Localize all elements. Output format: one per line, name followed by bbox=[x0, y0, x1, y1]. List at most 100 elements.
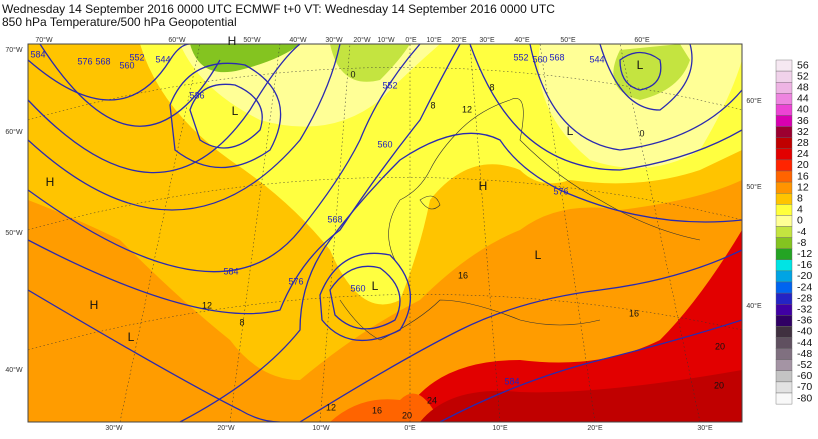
pressure-center: H bbox=[228, 34, 237, 48]
colorbar-swatch bbox=[775, 304, 793, 316]
colorbar-label: -28 bbox=[797, 292, 812, 304]
top-longitude-label: 30°W bbox=[325, 36, 343, 44]
bottom-longitude-label: 0°E bbox=[404, 424, 416, 432]
pressure-center: L bbox=[535, 248, 542, 262]
top-longitude-label: 10°E bbox=[426, 36, 442, 44]
colorbar-swatch bbox=[775, 204, 793, 216]
latitude-label: 60°E bbox=[746, 97, 762, 105]
geopotential-label: 568 bbox=[95, 56, 110, 66]
colorbar-label: 0 bbox=[797, 215, 803, 227]
map-frame bbox=[27, 43, 743, 423]
bottom-longitude-label: 20°W bbox=[217, 424, 235, 432]
colorbar-swatch bbox=[775, 281, 793, 294]
geopotential-label: 560 bbox=[377, 139, 392, 149]
geopotential-label: 560 bbox=[350, 283, 365, 293]
colorbar-swatch bbox=[775, 126, 793, 138]
graticule bbox=[28, 44, 742, 422]
bottom-longitude-label: 20°E bbox=[587, 424, 603, 432]
temperature-label: 24 bbox=[427, 395, 437, 405]
colorbar-swatch bbox=[775, 270, 793, 283]
top-longitude-label: 40°E bbox=[514, 36, 530, 44]
bottom-longitude-label: 10°W bbox=[312, 424, 330, 432]
header-line-1: Wednesday 14 September 2016 0000 UTC ECM… bbox=[2, 2, 555, 16]
pressure-center: L bbox=[372, 279, 379, 293]
colorbar-label: -4 bbox=[797, 226, 806, 238]
pressure-center: L bbox=[637, 58, 644, 72]
latitude-label: 50°E bbox=[746, 183, 762, 191]
geopotential-label: 568 bbox=[327, 214, 342, 224]
colorbar-label: -12 bbox=[797, 248, 812, 260]
top-longitude-label: 20°W bbox=[353, 36, 371, 44]
geopotential-label: 544 bbox=[155, 54, 170, 64]
colorbar-label: 32 bbox=[797, 126, 809, 138]
temperature-label: 20 bbox=[714, 380, 724, 390]
temperature-label: 20 bbox=[715, 341, 725, 351]
geopotential-contours bbox=[28, 44, 742, 422]
temperature-label: 20 bbox=[402, 410, 412, 420]
bottom-longitude-label: 30°E bbox=[697, 424, 713, 432]
header-line-2: 850 hPa Temperature/500 hPa Geopotential bbox=[2, 15, 237, 29]
latitude-label: 50°W bbox=[5, 229, 23, 237]
top-longitude-label: 60°W bbox=[168, 36, 186, 44]
colorbar-label: -70 bbox=[797, 381, 812, 393]
temperature-label: 16 bbox=[372, 405, 382, 415]
geopotential-label: 568 bbox=[549, 52, 564, 62]
temperature-label: 16 bbox=[458, 270, 468, 280]
latitude-label: 60°W bbox=[5, 128, 23, 136]
top-longitude-label: 10°W bbox=[377, 36, 395, 44]
colorbar-label: 36 bbox=[797, 115, 809, 127]
top-longitude-label: 40°W bbox=[289, 36, 307, 44]
colorbar-swatch bbox=[775, 159, 793, 172]
geopotential-label: 584 bbox=[30, 49, 45, 59]
colorbar-swatch bbox=[775, 59, 793, 72]
temperature-label: 16 bbox=[629, 308, 639, 318]
colorbar-label: -24 bbox=[797, 281, 812, 293]
temperature-label: 8 bbox=[430, 100, 435, 110]
top-longitude-label: 30°E bbox=[479, 36, 495, 44]
bottom-longitude-label: 30°W bbox=[105, 424, 123, 432]
colorbar-label: -32 bbox=[797, 304, 812, 316]
temperature-label: 12 bbox=[462, 104, 472, 114]
top-longitude-label: 0°E bbox=[405, 36, 417, 44]
geopotential-label: 552 bbox=[513, 52, 528, 62]
colorbar-label: -60 bbox=[797, 370, 812, 382]
colorbar-label: -52 bbox=[797, 359, 812, 371]
colorbar-swatch bbox=[775, 315, 793, 327]
top-longitude-label: 50°W bbox=[243, 36, 261, 44]
pressure-center: H bbox=[46, 175, 55, 189]
temperature-label: 0 bbox=[639, 128, 644, 138]
top-longitude-label: 20°E bbox=[451, 36, 467, 44]
geopotential-label: 584 bbox=[223, 266, 238, 276]
geopotential-label: 536 bbox=[189, 90, 204, 100]
colorbar-label: -48 bbox=[797, 348, 812, 360]
colorbar-swatch bbox=[775, 137, 793, 149]
colorbar-swatch bbox=[775, 215, 793, 227]
colorbar-label: -20 bbox=[797, 270, 812, 282]
colorbar-swatch bbox=[775, 115, 793, 127]
temperature-label: 12 bbox=[326, 402, 336, 412]
colorbar-swatch bbox=[775, 226, 793, 238]
colorbar-label: 16 bbox=[797, 170, 809, 182]
colorbar-swatch bbox=[775, 359, 793, 372]
colorbar-swatch bbox=[775, 181, 793, 194]
latitude-label: 40°E bbox=[746, 302, 762, 310]
geopotential-label: 576 bbox=[553, 186, 568, 196]
colorbar-label: 56 bbox=[797, 59, 809, 71]
geopotential-label: 552 bbox=[382, 80, 397, 90]
colorbar-swatch bbox=[775, 70, 793, 83]
colorbar-swatch bbox=[775, 337, 793, 349]
top-longitude-label: 70°W bbox=[35, 36, 53, 44]
colorbar-label: 48 bbox=[797, 82, 809, 94]
pressure-center: H bbox=[479, 179, 488, 193]
bottom-longitude-label: 10°E bbox=[492, 424, 508, 432]
geopotential-label: 560 bbox=[532, 54, 547, 64]
colorbar-label: 44 bbox=[797, 93, 809, 105]
colorbar-swatch bbox=[775, 81, 793, 94]
colorbar-label: 20 bbox=[797, 159, 809, 171]
colorbar-label: 12 bbox=[797, 181, 809, 193]
colorbar-swatch bbox=[775, 392, 793, 405]
geopotential-label: 584 bbox=[504, 376, 519, 386]
geopotential-label: 576 bbox=[288, 276, 303, 286]
colorbar-swatch bbox=[775, 192, 793, 205]
